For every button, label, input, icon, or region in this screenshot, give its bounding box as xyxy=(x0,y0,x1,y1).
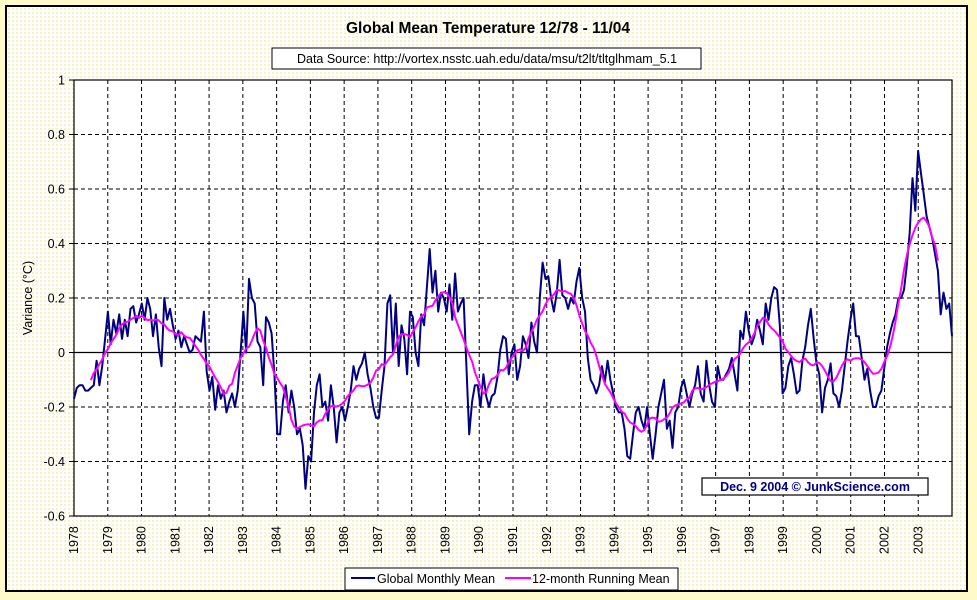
x-tick-label: 1987 xyxy=(371,526,385,554)
y-axis-label: Variance (°C) xyxy=(21,261,35,335)
x-axis-ticks: 1978 1979 1980 1981 1982 1983 1984 1985 1986 1987… xyxy=(67,526,925,554)
x-tick-label: 1991 xyxy=(506,526,520,554)
y-tick-label: 0 xyxy=(58,346,65,360)
x-tick-label: 1979 xyxy=(101,526,115,554)
x-tick-label: 1981 xyxy=(168,526,182,554)
x-tick-label: 1998 xyxy=(742,526,756,554)
x-tick-label: 2000 xyxy=(810,526,824,554)
x-tick-label: 1985 xyxy=(303,526,317,554)
y-tick-label: -0.6 xyxy=(43,510,65,524)
y-tick-label: 0.8 xyxy=(48,128,65,142)
y-tick-label: -0.4 xyxy=(43,455,65,469)
x-tick-label: 1993 xyxy=(574,526,588,554)
x-tick-label: 1997 xyxy=(709,526,723,554)
x-tick-label: 1984 xyxy=(270,526,284,554)
legend: Global Monthly Mean 12-month Running Mea… xyxy=(344,567,679,591)
chart-subtitle: Data Source: http://vortex.nsstc.uah.edu… xyxy=(297,52,677,66)
subtitle-box xyxy=(271,47,702,70)
y-tick-label: 0.6 xyxy=(48,183,65,197)
grid-lines xyxy=(74,80,952,516)
y-axis-ticks: -0.6 -0.4 -0.2 0 0.2 0.4 0.6 0.8 1 xyxy=(43,74,74,524)
x-tick-label: 1983 xyxy=(236,526,250,554)
x-tick-label: 1994 xyxy=(607,526,621,554)
x-tick-label: 1988 xyxy=(405,526,419,554)
y-tick-label: 0.2 xyxy=(48,292,65,306)
y-tick-label: 1 xyxy=(58,74,65,88)
x-tick-label: 1995 xyxy=(641,526,655,554)
credit-box xyxy=(701,477,929,496)
x-tick-label: 1992 xyxy=(540,526,554,554)
x-tick-label: 1996 xyxy=(675,526,689,554)
credit-annotation: Dec. 9 2004 © JunkScience.com xyxy=(720,480,910,494)
x-tick-label: 1980 xyxy=(135,526,149,554)
x-tick-label: 1989 xyxy=(438,526,452,554)
legend-label-global-monthly-mean: Global Monthly Mean xyxy=(377,572,495,586)
x-tick-label: 2003 xyxy=(911,526,925,554)
x-tick-label: 1990 xyxy=(472,526,486,554)
x-tick-label: 1986 xyxy=(337,526,351,554)
series-line-global-monthly-mean xyxy=(73,149,953,490)
chart-title: Global Mean Temperature 12/78 - 11/04 xyxy=(346,20,630,37)
y-tick-label: 0.4 xyxy=(48,237,65,251)
y-tick-label: -0.2 xyxy=(43,401,65,415)
legend-label-12-month-running-mean: 12-month Running Mean xyxy=(532,572,670,586)
x-tick-label: 1999 xyxy=(776,526,790,554)
x-tick-label: 2001 xyxy=(844,526,858,554)
series-line-12-month-running-mean xyxy=(89,216,939,433)
x-tick-label: 1982 xyxy=(202,526,216,554)
x-tick-label: 1978 xyxy=(67,526,81,554)
x-tick-label: 2002 xyxy=(877,526,891,554)
